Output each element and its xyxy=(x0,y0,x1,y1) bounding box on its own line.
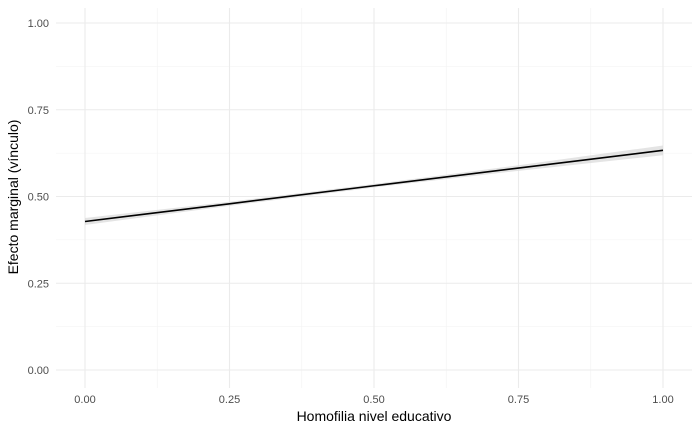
x-tick-label: 0.00 xyxy=(74,394,95,406)
marginal-effect-line xyxy=(84,149,664,223)
y-axis-ticks: 0.00 0.25 0.50 0.75 1.00 xyxy=(28,18,49,377)
y-tick-label: 0.25 xyxy=(28,278,49,290)
x-axis-title: Homofilia nivel educativo xyxy=(297,408,452,424)
x-tick-label: 1.00 xyxy=(652,394,673,406)
x-tick-label: 0.75 xyxy=(508,394,529,406)
line-layer xyxy=(84,149,664,223)
y-tick-label: 0.00 xyxy=(28,365,49,377)
x-tick-label: 0.50 xyxy=(363,394,384,406)
y-tick-label: 0.50 xyxy=(28,192,49,204)
major-gridlines xyxy=(56,8,692,388)
x-tick-label: 0.25 xyxy=(219,394,240,406)
y-axis-title: Efecto marginal (vínculo) xyxy=(5,120,21,275)
y-tick-label: 1.00 xyxy=(28,18,49,30)
y-tick-label: 0.75 xyxy=(28,105,49,117)
x-axis-ticks: 0.00 0.25 0.50 0.75 1.00 xyxy=(74,394,673,406)
